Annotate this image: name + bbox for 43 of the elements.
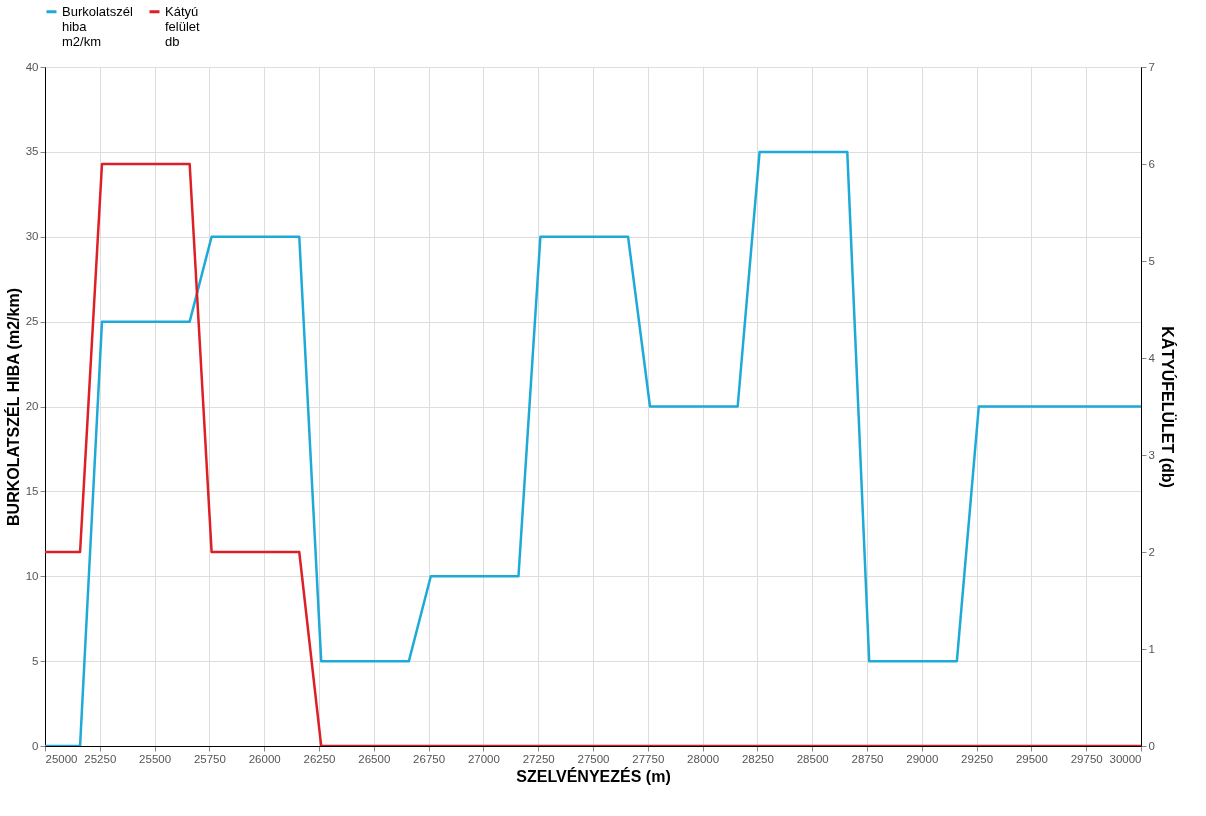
y-tick-label: 25 [25, 315, 39, 328]
x-axis-title: SZELVÉNYEZÉS (m) [516, 767, 671, 785]
y-tick-label: 30 [25, 230, 39, 243]
x-tick-label: 25500 [139, 752, 172, 765]
y-tick-label: 40 [25, 60, 39, 73]
x-tick-label: 25250 [84, 752, 117, 765]
y-tick-label: 35 [25, 145, 39, 158]
y-tick-label: 5 [32, 654, 39, 667]
y2-tick-label: 5 [1148, 254, 1155, 267]
y2-tick-label: 0 [1148, 739, 1155, 752]
legend-label: Kátyú felület db [165, 3, 201, 49]
x-tick-label: 28250 [741, 752, 774, 765]
y2-tick-label: 7 [1148, 60, 1155, 73]
x-tick-label: 26500 [358, 752, 391, 765]
y-tick-label: 15 [25, 484, 39, 497]
x-tick-label: 26750 [413, 752, 446, 765]
y2-tick-label: 6 [1148, 157, 1155, 170]
y2-tick-label: 4 [1148, 351, 1156, 364]
y-tick-label: 10 [25, 569, 39, 582]
x-tick-label: 27500 [577, 752, 610, 765]
y-axis-title: BURKOLATSZÉL HIBA (m2/km) [3, 288, 22, 526]
x-tick-label: 26250 [303, 752, 336, 765]
y2-axis-title: KÁTYÚFELÜLET (db) [1158, 326, 1177, 488]
x-tick-label: 27750 [632, 752, 665, 765]
x-tick-label: 27250 [522, 752, 555, 765]
legend-label: Burkolatszél hiba m2/km [62, 3, 133, 49]
y-tick-label: 20 [25, 400, 39, 412]
x-tick-label: 25750 [193, 752, 226, 765]
y2-tick-label: 3 [1148, 448, 1155, 461]
x-tick-label: 27000 [467, 752, 500, 765]
x-tick-label: 29000 [906, 752, 939, 765]
y-tick-label: 0 [32, 739, 39, 752]
x-tick-label: 28750 [851, 752, 884, 765]
x-tick-label: 28500 [796, 752, 829, 765]
x-tick-label: 25000 [45, 752, 78, 765]
x-tick-label: 28000 [687, 752, 720, 765]
y2-tick-label: 1 [1148, 642, 1155, 655]
x-tick-label: 30000 [1109, 752, 1142, 765]
x-tick-label: 29500 [1015, 752, 1048, 765]
x-tick-label: 26000 [248, 752, 281, 765]
y2-tick-label: 2 [1148, 545, 1155, 558]
x-tick-label: 29750 [1070, 752, 1103, 765]
x-tick-label: 29250 [961, 752, 994, 765]
